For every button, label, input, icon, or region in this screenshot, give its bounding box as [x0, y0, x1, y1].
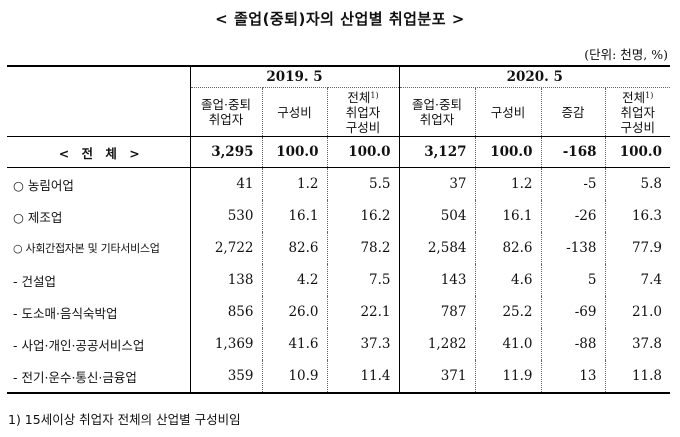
cell-value: 41.0 [474, 328, 541, 360]
cell-value: 41.6 [261, 328, 327, 360]
cell-value: 5.8 [604, 167, 670, 200]
cell-value: 5.5 [326, 167, 399, 200]
cell-value: 26.0 [261, 296, 327, 328]
cell-value: 100.0 [326, 136, 399, 168]
cell-value: 4.2 [261, 264, 327, 296]
cell-value: 3,295 [189, 136, 262, 168]
cell-value: 359 [189, 360, 262, 393]
table-row: ○ 사회간접자본 및 기타서비스업 2,722 82.6 78.2 2,584 82.6-… [7, 232, 670, 264]
cell-value: 4.6 [474, 264, 541, 296]
row-label: - 전기·운수·통신·금융업 [13, 369, 137, 385]
cell-value: 25.2 [474, 296, 541, 328]
cell-value: 37 [398, 167, 475, 200]
cell-value: 37.8 [604, 328, 670, 360]
cell-value: 2,722 [189, 232, 262, 264]
table-row: - 건설업 138 4.2 7.5 143 4.6 5 7.4 [7, 264, 670, 296]
cell-value: 138 [189, 264, 262, 296]
cell-value: 82.6 [261, 232, 327, 264]
table-row: - 도소매·음식숙박업 856 26.0 22.1 787 25.2 -69 21.0 [7, 296, 670, 328]
cell-value: 371 [398, 360, 475, 393]
cell-value: 143 [398, 264, 475, 296]
row-label: - 사업·개인·공공서비스업 [13, 337, 145, 353]
table-row-total: < 전 체 >3,295 100.0 100.0 3,127 100.0 -168 100.… [7, 136, 670, 168]
period-2019: 2019. 5 [189, 66, 399, 88]
unit-label: (단위: 천명, %) [584, 47, 668, 62]
hdr-2020-change: 증감 [540, 87, 605, 137]
hdr-2019-total-share: 전체1) 취업자 구성비 [326, 87, 399, 137]
cell-value: 37.3 [326, 328, 399, 360]
row-label: < 전 체 > [58, 145, 144, 161]
cell-value: 504 [398, 200, 475, 232]
cell-value: 7.4 [604, 264, 670, 296]
table-row: ○ 농림어업 41 1.2 5.5 37 1.2 -5 5.8 [7, 167, 670, 200]
cell-value: 1.2 [474, 167, 541, 200]
row-label: ○ 사회간접자본 및 기타서비스업 [13, 242, 160, 255]
table-title: < 졸업(중퇴)자의 산업별 취업분포 > [215, 10, 465, 28]
cell-value: 1,369 [189, 328, 262, 360]
cell-value: 100.0 [261, 136, 327, 168]
cell-value: 2,584 [398, 232, 475, 264]
cell-value: 100.0 [474, 136, 541, 168]
cell-value: 16.3 [604, 200, 670, 232]
cell-value: 1,282 [398, 328, 475, 360]
hdr-2019-share: 구성비 [261, 87, 327, 137]
hdr-2020-employed: 졸업·중퇴 취업자 [398, 87, 475, 137]
cell-value: 21.0 [604, 296, 670, 328]
employment-table: 2019. 5 2020. 5 졸업·중퇴 취업자 구성비 전체1) 취업자 구… [7, 65, 670, 394]
table-row: - 사업·개인·공공서비스업 1,369 41.6 37.3 1,282 41.0 -88 3… [7, 328, 670, 360]
row-label: - 도소매·음식숙박업 [13, 305, 118, 321]
cell-value: 787 [398, 296, 475, 328]
cell-value: 5 [540, 264, 605, 296]
cell-value: 1.2 [261, 167, 327, 200]
hdr-2020-share: 구성비 [474, 87, 541, 137]
cell-value: 11.8 [604, 360, 670, 393]
cell-value: 3,127 [398, 136, 475, 168]
cell-value: 16.2 [326, 200, 399, 232]
cell-value: -138 [540, 232, 605, 264]
cell-value: 10.9 [261, 360, 327, 393]
period-2020: 2020. 5 [398, 66, 670, 88]
cell-value: 13 [540, 360, 605, 393]
cell-value: -88 [540, 328, 605, 360]
table-row: - 전기·운수·통신·금융업 359 10.9 11.4 371 11.9 13 11.8 [7, 360, 670, 393]
cell-value: 41 [189, 167, 262, 200]
cell-value: 530 [189, 200, 262, 232]
footnote: 1) 15세이상 취업자 전체의 산업별 구성비임 [8, 412, 241, 427]
cell-value: 11.4 [326, 360, 399, 393]
cell-value: 16.1 [474, 200, 541, 232]
cell-value: 82.6 [474, 232, 541, 264]
hdr-2020-total-share: 전체1) 취업자 구성비 [604, 87, 670, 137]
cell-value: 78.2 [326, 232, 399, 264]
corner-cell [7, 66, 190, 137]
cell-value: 22.1 [326, 296, 399, 328]
row-label: - 건설업 [13, 273, 56, 289]
cell-value: 77.9 [604, 232, 670, 264]
row-label: ○ 농림어업 [13, 177, 74, 193]
cell-value: -69 [540, 296, 605, 328]
cell-value: -26 [540, 200, 605, 232]
cell-value: 11.9 [474, 360, 541, 393]
cell-value: 100.0 [604, 136, 670, 168]
table-row: ○ 제조업 530 16.1 16.2 504 16.1 -26 16.3 [7, 200, 670, 232]
hdr-2019-employed: 졸업·중퇴 취업자 [189, 87, 262, 137]
cell-value: -168 [540, 136, 605, 168]
cell-value: -5 [540, 167, 605, 200]
cell-value: 16.1 [261, 200, 327, 232]
cell-value: 856 [189, 296, 262, 328]
row-label: ○ 제조업 [13, 209, 63, 225]
cell-value: 7.5 [326, 264, 399, 296]
